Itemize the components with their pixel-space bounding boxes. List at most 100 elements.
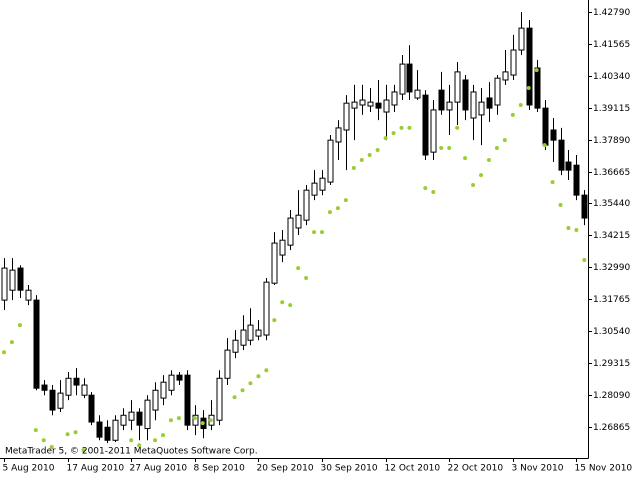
y-tick-label: 1.32990 bbox=[593, 263, 630, 273]
x-tick-label: 3 Nov 2010 bbox=[512, 464, 564, 474]
candle-body bbox=[327, 139, 334, 183]
candle-body bbox=[414, 89, 421, 99]
candle-body bbox=[96, 421, 103, 438]
candle-body bbox=[1, 267, 8, 301]
plot-area bbox=[1, 11, 588, 453]
indicator-dot bbox=[248, 381, 253, 386]
y-tick-label: 1.37890 bbox=[593, 136, 630, 146]
indicator-dot bbox=[391, 131, 396, 136]
y-tick-label: 1.28090 bbox=[593, 391, 630, 401]
indicator-dot bbox=[534, 68, 539, 73]
candle-body bbox=[65, 377, 72, 396]
candle-body bbox=[136, 411, 143, 426]
candle-body bbox=[25, 289, 32, 301]
y-tick-label: 1.34215 bbox=[593, 231, 630, 241]
candle-body bbox=[303, 189, 310, 221]
candle-body bbox=[295, 214, 302, 229]
indicator-dot bbox=[200, 421, 205, 426]
candle-body bbox=[565, 161, 572, 171]
y-tick-label: 1.35440 bbox=[593, 199, 630, 209]
indicator-dot bbox=[9, 340, 14, 345]
y-tick-label: 1.39115 bbox=[593, 104, 630, 114]
candle-body bbox=[542, 107, 549, 146]
indicator-dot bbox=[137, 443, 142, 448]
candle-body bbox=[144, 399, 151, 430]
candle-body bbox=[526, 27, 533, 106]
candle-body bbox=[247, 324, 254, 341]
x-tick-label: 12 Oct 2010 bbox=[385, 464, 441, 474]
candle-body bbox=[271, 242, 278, 284]
indicator-dot bbox=[542, 143, 547, 148]
candle-body bbox=[152, 389, 159, 411]
y-tick-label: 1.29315 bbox=[593, 359, 630, 369]
indicator-dot bbox=[486, 157, 491, 162]
indicator-dot bbox=[463, 156, 468, 161]
indicator-dot bbox=[439, 145, 444, 150]
x-tick-label: 5 Aug 2010 bbox=[3, 464, 55, 474]
indicator-dot bbox=[407, 125, 412, 130]
indicator-dot bbox=[280, 300, 285, 305]
candle-body bbox=[462, 79, 469, 111]
candle-body bbox=[446, 101, 453, 111]
indicator-dot bbox=[256, 374, 261, 379]
indicator-dot bbox=[304, 275, 309, 280]
indicator-dot bbox=[41, 438, 46, 443]
y-tick-label: 1.31765 bbox=[593, 295, 630, 305]
indicator-dot bbox=[17, 323, 22, 328]
candle-body bbox=[534, 67, 541, 109]
indicator-dot bbox=[312, 230, 317, 235]
candle-body bbox=[160, 381, 167, 399]
indicator-dot bbox=[129, 438, 134, 443]
indicator-dot bbox=[582, 258, 587, 263]
candle-body bbox=[9, 269, 16, 291]
indicator-dot bbox=[431, 190, 436, 195]
y-tick-label: 1.40340 bbox=[593, 72, 630, 82]
candle-body bbox=[17, 267, 24, 291]
candle-body bbox=[192, 414, 199, 426]
candle-body bbox=[391, 91, 398, 106]
candle-body bbox=[41, 384, 48, 391]
candle-body bbox=[558, 139, 565, 171]
x-tick-label: 8 Sep 2010 bbox=[194, 464, 246, 474]
indicator-dot bbox=[240, 388, 245, 393]
indicator-dot bbox=[550, 180, 555, 185]
indicator-dot bbox=[73, 430, 78, 435]
indicator-dot bbox=[49, 445, 54, 450]
indicator-dot bbox=[479, 173, 483, 178]
indicator-dot bbox=[343, 198, 348, 203]
candle-body bbox=[88, 394, 95, 423]
candle-body bbox=[502, 71, 509, 81]
indicator-dot bbox=[526, 86, 531, 91]
indicator-dot bbox=[327, 210, 332, 215]
candle-body bbox=[287, 217, 294, 246]
candle-body bbox=[581, 194, 588, 219]
candle-body bbox=[478, 101, 485, 116]
indicator-dot bbox=[192, 416, 197, 421]
candle-body bbox=[73, 377, 80, 386]
candle-body bbox=[351, 101, 358, 109]
x-tick-label: 20 Sep 2010 bbox=[257, 464, 314, 474]
candle-body bbox=[573, 164, 580, 196]
y-tick-label: 1.41565 bbox=[593, 40, 630, 50]
indicator-dot bbox=[471, 182, 476, 187]
x-tick-label: 30 Sep 2010 bbox=[321, 464, 378, 474]
indicator-dot bbox=[65, 432, 70, 437]
x-tick-label: 15 Nov 2010 bbox=[575, 464, 633, 474]
candle-body bbox=[184, 374, 191, 426]
indicator-dot bbox=[518, 102, 523, 107]
candle-body bbox=[255, 329, 262, 337]
indicator-dot bbox=[494, 145, 499, 150]
candle-body bbox=[518, 27, 525, 51]
candle-body bbox=[399, 63, 406, 95]
candle-body bbox=[168, 374, 175, 391]
indicator-dot bbox=[320, 230, 324, 235]
indicator-dot bbox=[264, 368, 269, 373]
candle-body bbox=[263, 281, 270, 336]
candle-body bbox=[240, 329, 247, 346]
candle-body bbox=[279, 239, 286, 256]
candle-body bbox=[486, 97, 493, 109]
candle-body bbox=[232, 339, 239, 353]
x-tick-label: 17 Aug 2010 bbox=[67, 464, 125, 474]
indicator-dot bbox=[2, 350, 6, 355]
y-tick-label: 1.26865 bbox=[593, 423, 630, 433]
